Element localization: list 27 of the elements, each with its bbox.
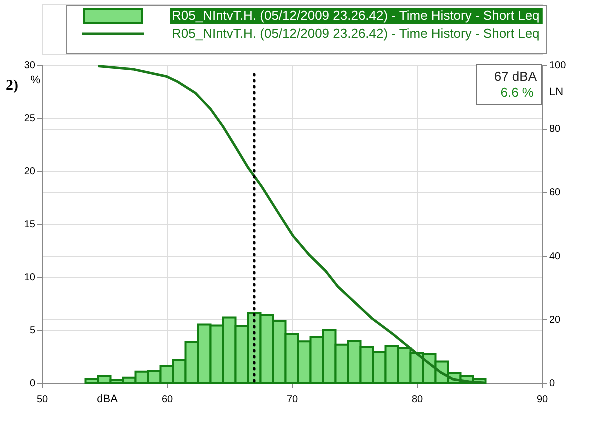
text: 2) (6, 78, 18, 94)
y-tick-label: 25 (24, 114, 36, 124)
y-tick-label: 30 (24, 60, 36, 72)
line-series (97, 65, 486, 384)
x-tick-label: 90 (536, 394, 548, 406)
y2-tick-label: 80 (550, 124, 562, 136)
annotation: 67 dBA (494, 69, 538, 84)
y2-tick-label: 60 (550, 188, 562, 199)
y2-tick-label: 0 (550, 378, 556, 390)
y2-axis-title: LN (549, 86, 564, 98)
y-tick-label: 10 (24, 272, 36, 284)
legend-label: R05_NIntvT.H. (05/12/2009 23.26.42) - Time History - Short Leq (172, 8, 540, 23)
x-tick-label: 70 (286, 394, 298, 406)
y-tick-label: 0 (30, 378, 36, 390)
y2-tick-label: 100 (550, 60, 567, 72)
x-tick-label: 50 (36, 394, 48, 406)
y-tick-label: 20 (24, 166, 36, 178)
x-tick-label: 80 (412, 394, 424, 406)
legend-label: R05_NIntvT.H. (05/12/2009 23.26.42) - Time History - Short Leq (172, 26, 540, 41)
x-axis-title: dBA (97, 394, 119, 406)
annotation: 6.6 % (500, 85, 534, 100)
y2-tick-label: 20 (550, 314, 562, 326)
y-tick-label: 5 (30, 326, 36, 336)
y-tick-label: 15 (24, 220, 36, 230)
x-tick-label: 60 (162, 394, 174, 406)
y2-tick-label: 40 (550, 251, 562, 262)
y-axis-title: % (30, 74, 41, 86)
